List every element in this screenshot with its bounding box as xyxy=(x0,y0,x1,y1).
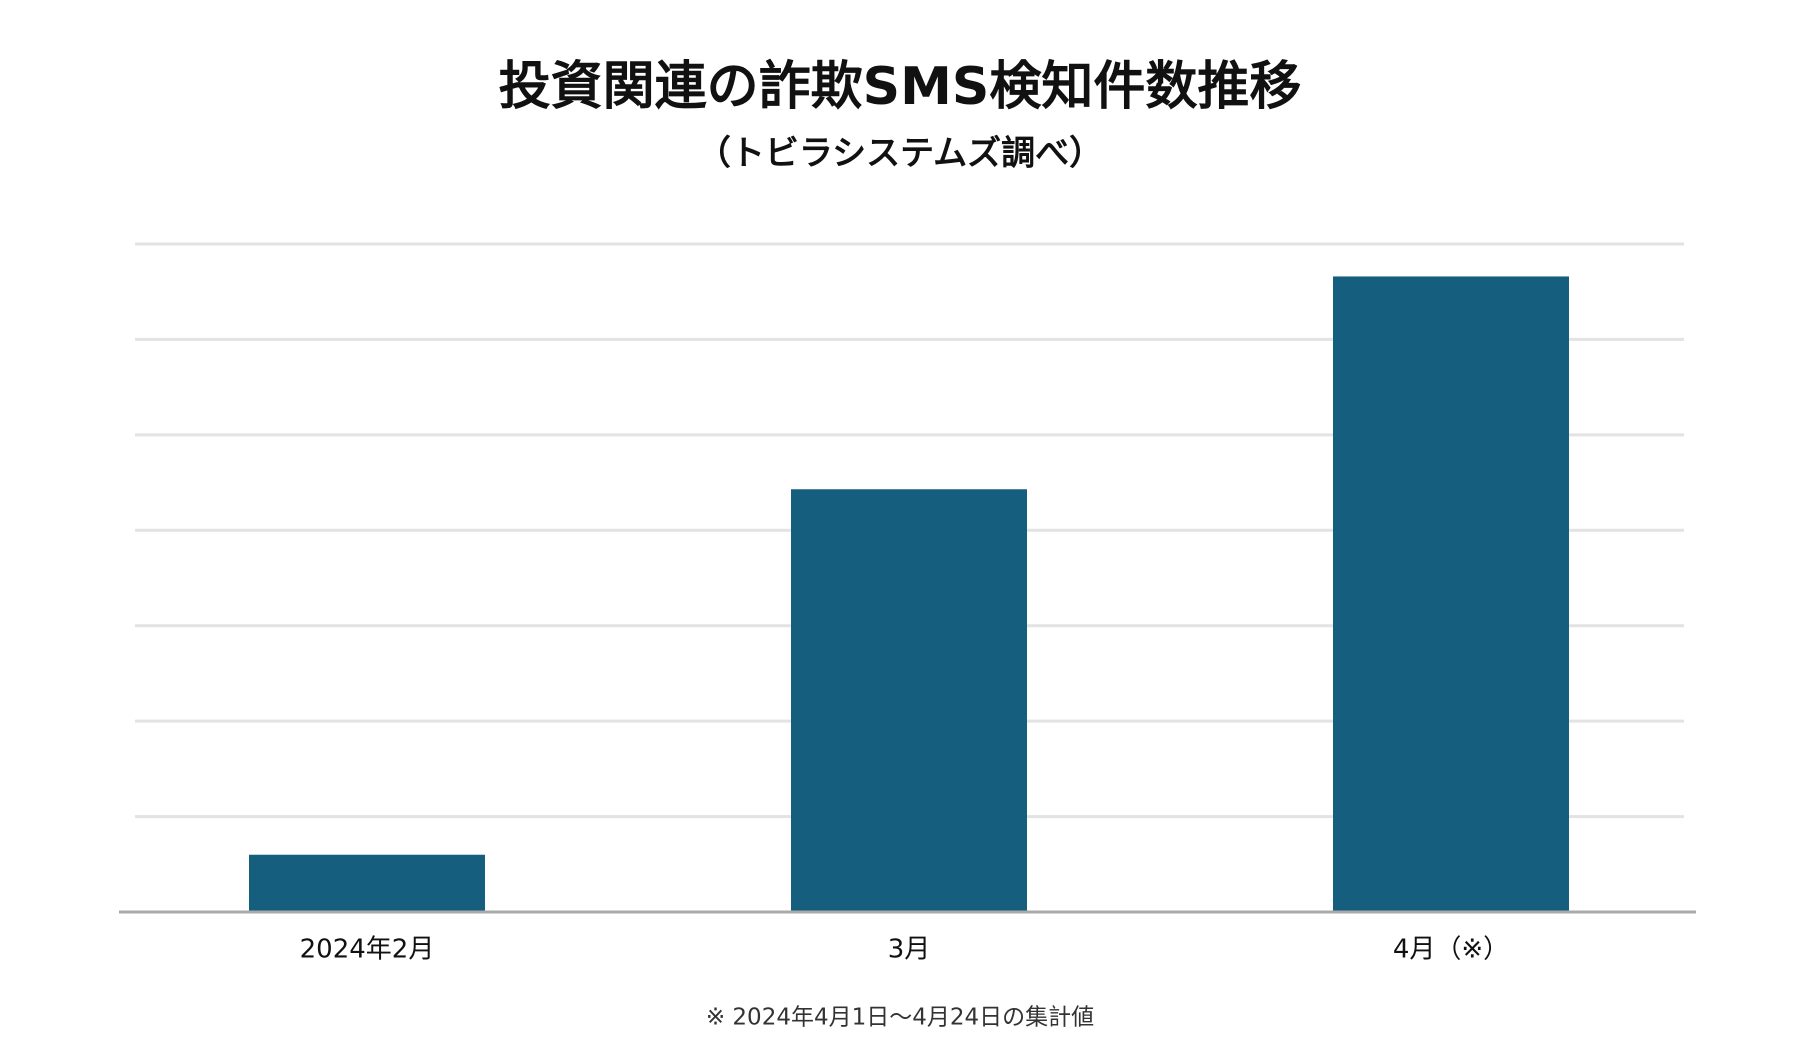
x-tick-label: 2024年2月 xyxy=(300,935,435,965)
bar xyxy=(791,489,1027,912)
x-tick-label: 4月（※） xyxy=(1393,935,1509,965)
footnote: ※ 2024年4月1日〜4月24日の集計値 xyxy=(706,1005,1094,1031)
chart-subtitle: （トビラシステムズ調べ） xyxy=(697,134,1103,174)
bar xyxy=(1333,276,1569,913)
bar xyxy=(249,854,485,912)
chart-title: 投資関連の詐欺SMS検知件数推移 xyxy=(499,57,1302,117)
x-tick-label: 3月 xyxy=(888,935,931,965)
